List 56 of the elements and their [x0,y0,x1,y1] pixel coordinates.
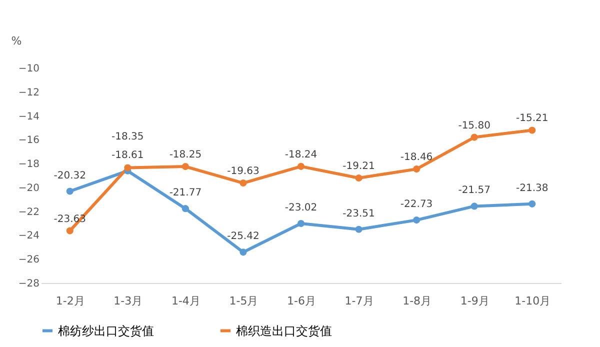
point [297,220,305,228]
y-tick-label: −26 [18,254,40,266]
data-label: -18.24 [284,149,318,160]
x-tick-label: 1-2月 [56,294,85,308]
data-label: -18.25 [169,150,202,161]
point [528,200,536,208]
y-tick-label: −10 [18,64,40,74]
data-label: -21.38 [516,182,548,194]
point [470,134,478,141]
data-label: -19.21 [342,161,375,172]
data-label: -23.02 [284,202,318,214]
y-tick-label: −12 [18,87,40,98]
x-tick-label: 1-4月 [171,294,200,308]
x-tick-label: 1-7月 [344,294,374,308]
data-label: -18.35 [112,132,144,143]
point [355,174,362,182]
point [240,179,247,187]
y-tick-label: −28 [18,278,40,290]
point [66,227,74,234]
y-tick-label: −20 [18,182,40,194]
data-label: -25.42 [227,231,260,242]
data-label: -15.21 [516,113,548,124]
legend-label: 棉织造出口交货值 [236,324,332,338]
data-label: -18.46 [400,152,433,164]
legend-label: 棉纺纱出口交货值 [58,324,154,338]
point [297,162,305,170]
point [413,166,420,173]
x-tick-label: 1-5月 [229,294,258,308]
y-tick-label: −18 [18,159,40,170]
x-tick-label: 1-9月 [460,294,490,308]
y-tick-label: −16 [18,135,40,146]
point [182,205,189,212]
point [413,216,420,224]
point [182,163,189,170]
data-label: -21.57 [458,185,490,196]
data-label: -19.63 [227,166,260,178]
data-label: -15.80 [458,120,490,132]
point [355,226,362,233]
data-label: -21.77 [169,188,202,199]
data-label: -23.51 [342,208,375,220]
x-tick-label: 1-10月 [514,294,551,308]
point [66,188,74,195]
point [528,126,536,134]
y-tick-label: −22 [18,206,40,218]
point [240,248,247,256]
data-label: -18.61 [112,150,144,161]
y-tick-label: −24 [18,230,40,242]
data-label: -20.32 [54,170,86,182]
x-tick-label: 1-6月 [287,294,316,308]
y-tick-label: −14 [18,111,40,122]
y-axis-title: % [11,34,22,48]
x-tick-label: 1-8月 [402,294,432,308]
data-label: -22.73 [400,199,433,210]
point [124,164,132,172]
point [470,202,478,210]
x-tick-label: 1-3月 [114,294,143,308]
